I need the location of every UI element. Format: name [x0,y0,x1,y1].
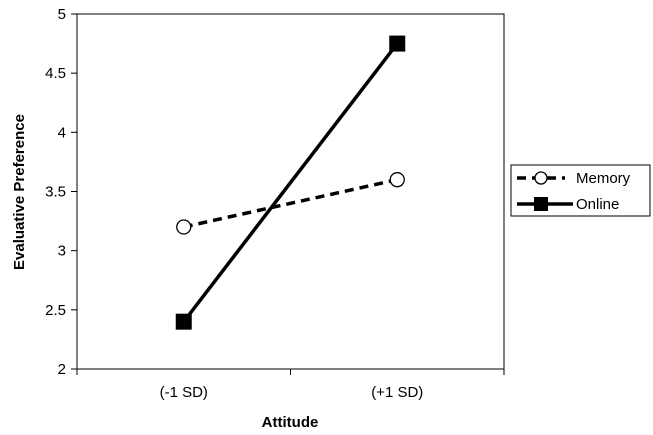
y-tick-label: 4 [58,124,66,141]
online-point [175,313,192,330]
series-layer [175,35,406,330]
y-tick-label: 3 [58,243,66,260]
legend: Memory Online [510,164,651,217]
online-series-line [182,42,399,323]
y-axis: 2 2.5 3 3.5 4 4.5 5 [45,6,77,378]
y-tick-label: 3.5 [45,184,66,201]
legend-online-marker [534,197,548,211]
y-axis-title: Evaluative Preference [11,114,28,270]
y-tick-label: 4.5 [45,65,66,82]
memory-point [176,219,192,235]
legend-box [510,164,651,217]
legend-online-label: Online [576,196,619,213]
y-tick-label: 2 [58,361,66,378]
y-tick-label: 5 [58,6,66,23]
x-axis: (-1 SD) (+1 SD) [76,369,505,401]
online-point [389,35,406,52]
legend-memory-label: Memory [576,170,631,187]
x-tick-label: (-1 SD) [160,384,208,401]
y-tick-label: 2.5 [45,302,66,319]
memory-point [389,172,405,188]
x-axis-title: Attitude [262,414,319,431]
memory-series-line [183,177,398,229]
plot-area-frame [76,13,505,370]
legend-memory-marker [534,171,548,185]
x-tick-label: (+1 SD) [371,384,423,401]
